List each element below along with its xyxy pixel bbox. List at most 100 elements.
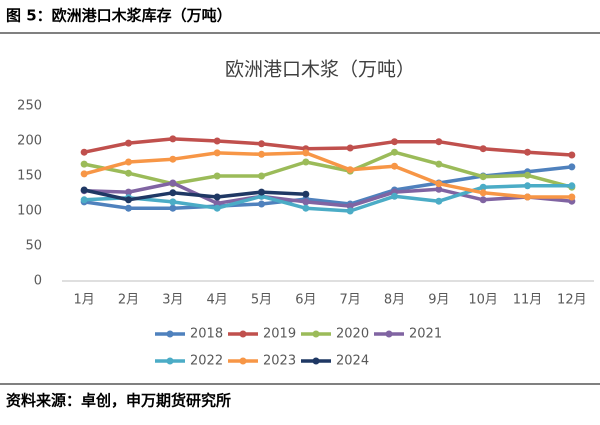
data-point [169,204,177,212]
legend-label: 2021 [409,327,442,342]
header: 图 5：欧洲港口木浆库存（万吨） [6,7,232,25]
data-point [524,193,531,201]
legend-marker [239,357,247,365]
series-line [84,184,572,213]
x-tick-label: 2月 [118,293,139,308]
x-tick-label: 10月 [468,293,498,308]
data-point [391,138,398,146]
data-point [80,186,88,194]
data-point [258,140,265,148]
data-point [435,185,443,193]
data-point [169,198,177,206]
data-point [479,189,487,197]
data-point [169,135,177,143]
data-point [435,197,443,205]
footer: 资料来源：卓创，申万期货研究所 [6,392,231,410]
data-point [169,179,177,187]
data-point [125,188,132,196]
legend-marker [166,357,174,365]
data-point [302,190,310,198]
data-point [125,169,132,177]
data-point [435,180,443,188]
y-tick-label: 250 [17,99,42,114]
data-point [346,207,354,215]
data-point [125,196,132,204]
data-point [258,172,265,180]
x-tick-label: 5月 [251,293,272,308]
x-tick-label: 3月 [162,293,183,308]
data-point [568,193,576,201]
data-point [568,182,576,190]
legend-label: 2020 [336,327,369,342]
data-point [213,193,221,201]
legend-marker [312,357,320,365]
data-point [213,199,221,207]
data-point [435,138,443,146]
data-point [302,158,310,166]
series-line [83,137,572,157]
legend-marker [166,330,174,338]
data-point [435,160,443,168]
data-point [213,137,221,145]
y-tick-label: 200 [17,134,42,149]
data-point [391,148,398,156]
data-point [80,148,88,156]
x-tick-label: 4月 [207,293,228,308]
chart-title: 欧洲港口木浆（万吨） [225,59,415,81]
data-point [479,145,487,153]
data-point [479,173,487,181]
x-tick-label: 6月 [295,293,316,308]
data-point [258,200,265,208]
data-point [213,149,221,157]
x-tick-label: 1月 [74,293,95,308]
data-point [479,196,487,204]
x-tick-label: 9月 [428,293,449,308]
data-point [80,196,88,204]
x-tick-label: 11月 [513,293,543,308]
y-tick-label: 150 [17,169,42,184]
data-point [125,204,132,212]
data-point [80,160,88,168]
data-point [302,198,310,206]
legend-label: 2024 [336,354,369,369]
data-point [258,150,265,158]
y-tick-label: 50 [25,239,42,254]
legend-label: 2018 [190,327,223,342]
series-line [83,150,573,189]
y-tick-label: 100 [17,204,42,219]
data-point [346,166,354,174]
data-point [125,158,132,166]
y-tick-label: 0 [34,274,42,289]
data-point [524,171,531,179]
x-tick-label: 8月 [384,293,405,308]
data-point [302,149,310,157]
legend-marker [312,330,320,338]
data-point [346,144,354,152]
x-tick-label: 7月 [340,293,361,308]
data-point [213,204,221,212]
data-point [80,170,88,178]
data-point [169,155,177,163]
legend-marker [385,330,393,338]
data-point [346,202,354,210]
data-point [524,182,531,190]
series-line [83,188,306,202]
data-point [169,189,177,197]
data-point [258,188,265,196]
data-point [213,172,221,180]
data-point [568,151,576,159]
data-point [391,192,398,200]
series-line [83,151,572,199]
legend-marker [239,330,247,338]
data-point [479,183,487,191]
data-point [568,163,576,171]
legend-label: 2019 [263,327,296,342]
legend-label: 2023 [263,354,296,369]
data-point [302,204,310,212]
legend-label: 2022 [190,354,223,369]
data-point [125,139,132,147]
series-line [84,181,572,208]
data-point [391,162,398,170]
data-point [524,148,531,156]
